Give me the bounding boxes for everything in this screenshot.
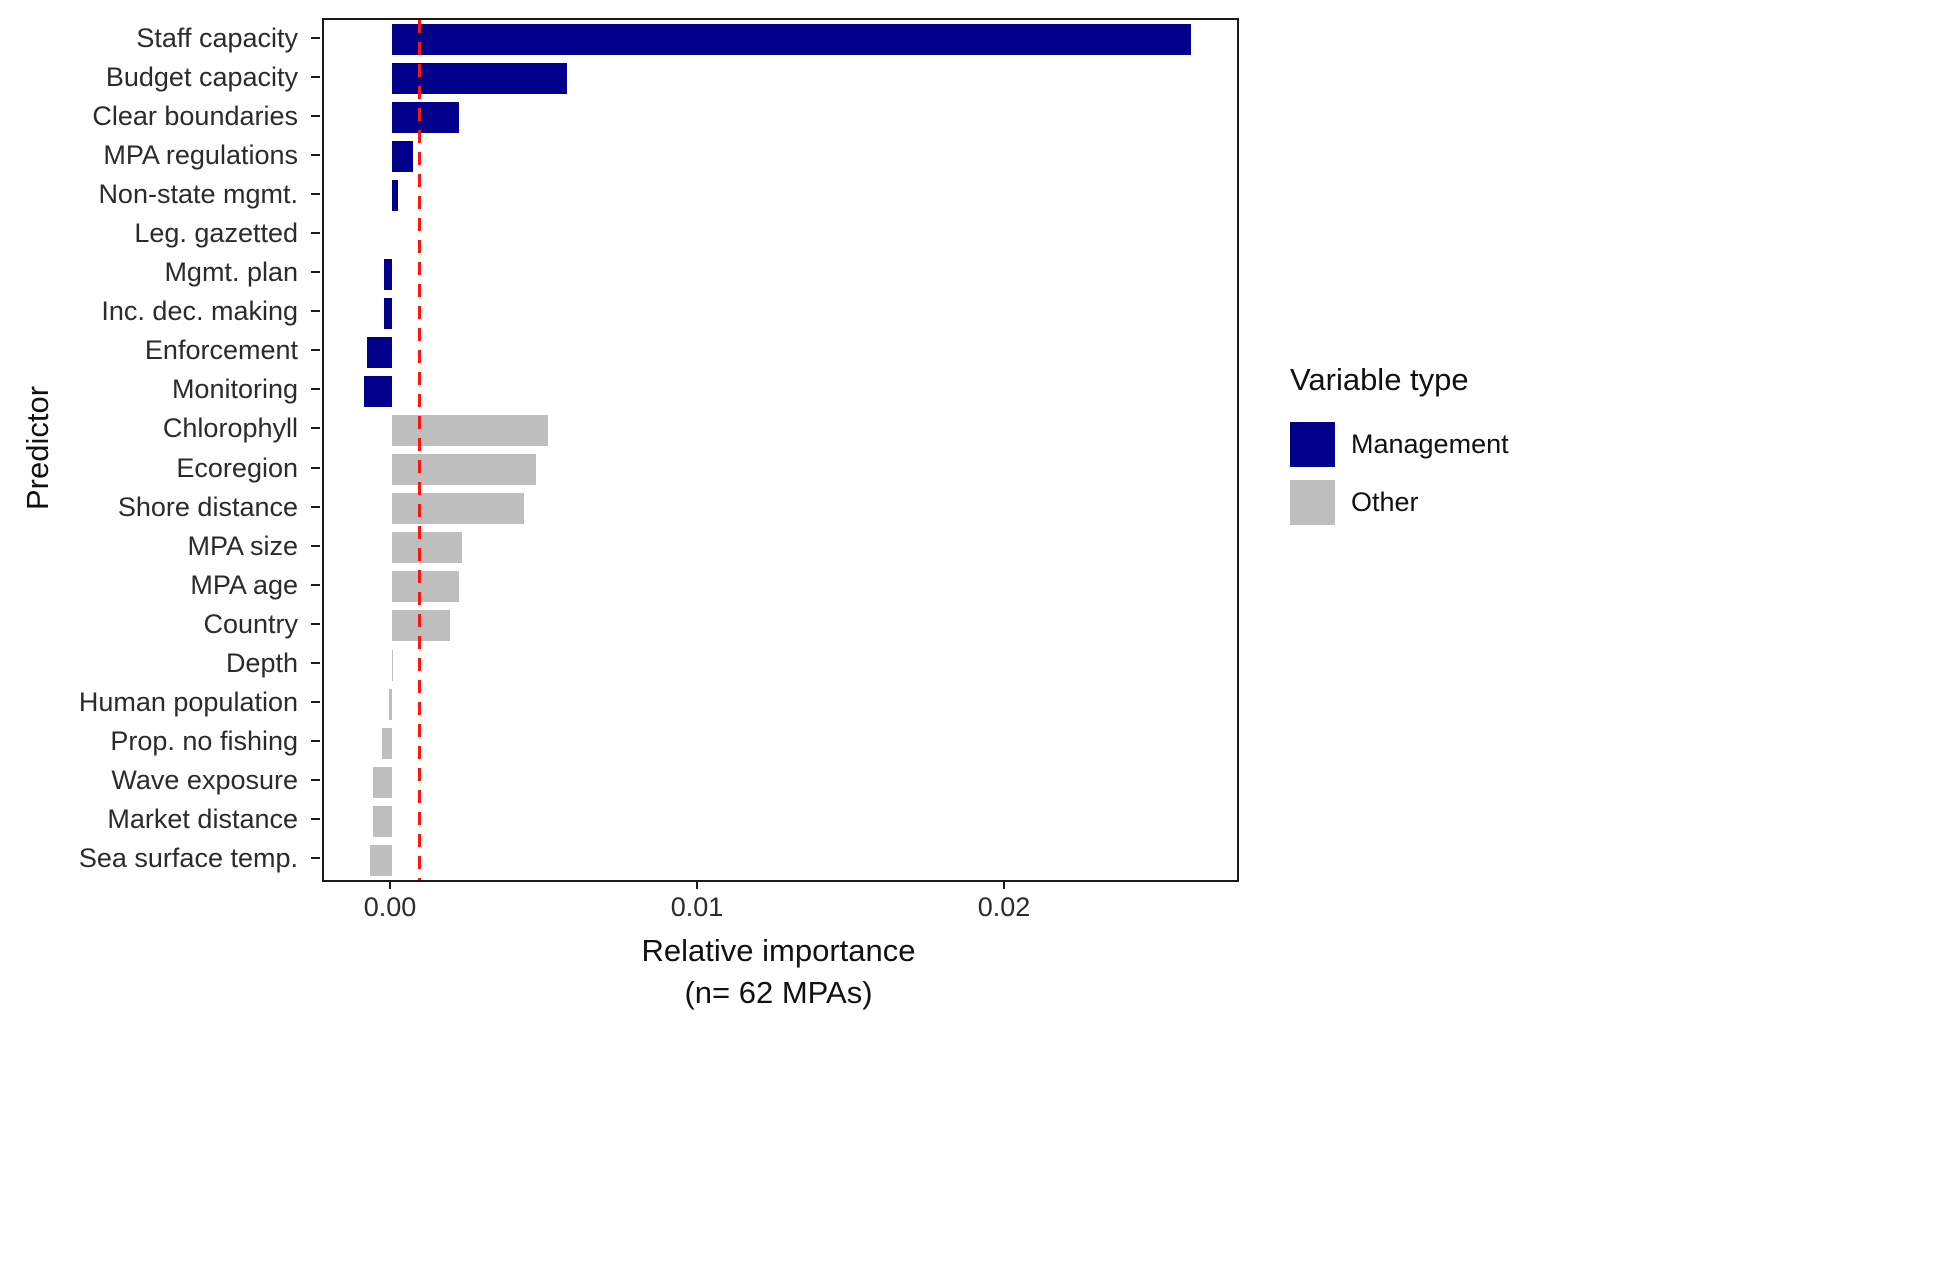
y-tick-label-mgmt-plan: Mgmt. plan [164, 257, 298, 287]
bar-shore-distance [391, 493, 524, 524]
bar-chlorophyll [391, 415, 549, 446]
y-tick-label-staff-capacity: Staff capacity [136, 23, 298, 53]
reference-line [418, 20, 421, 880]
y-tick-mark [311, 271, 320, 273]
y-tick-label-ecoregion: Ecoregion [176, 453, 298, 483]
bar-mpa-age [391, 571, 460, 602]
bar-staff-capacity [391, 24, 1191, 55]
bar-inc-dec-making [383, 298, 392, 329]
legend-label-other: Other [1351, 487, 1419, 517]
y-tick-label-budget-capacity: Budget capacity [105, 62, 298, 92]
y-tick-mark [311, 37, 320, 39]
x-tick-mark [696, 880, 698, 889]
y-tick-label-inc-dec-making: Inc. dec. making [101, 296, 298, 326]
bar-enforcement [367, 337, 392, 368]
bar-mgmt-plan [383, 259, 392, 290]
bar-wave-exposure [373, 767, 392, 798]
y-tick-label-market-distance: Market distance [107, 804, 298, 834]
y-tick-label-mpa-age: MPA age [190, 570, 298, 600]
y-tick-mark [311, 857, 320, 859]
legend: Variable type Management Other [1290, 362, 1509, 538]
y-tick-mark [311, 349, 320, 351]
x-axis: 0.00 0.01 0.02 [322, 880, 1235, 928]
y-tick-mark [311, 701, 320, 703]
y-tick-label-country: Country [203, 609, 298, 639]
bar-ecoregion [391, 454, 537, 485]
legend-item-other: Other [1290, 480, 1509, 525]
y-tick-label-depth: Depth [225, 648, 298, 678]
y-axis: Staff capacity Budget capacity Clear bound… [0, 18, 322, 882]
bar-human-population [388, 689, 392, 720]
y-tick-mark [311, 740, 320, 742]
y-tick-mark [311, 427, 320, 429]
y-tick-label-wave-exposure: Wave exposure [111, 765, 298, 795]
x-tick-label-0.00: 0.00 [363, 892, 417, 922]
y-tick-mark [311, 193, 320, 195]
y-tick-label-mpa-size: MPA size [187, 531, 298, 561]
y-tick-mark [311, 779, 320, 781]
x-tick-label-0.02: 0.02 [977, 892, 1031, 922]
y-tick-label-sea-surface-temp: Sea surface temp. [78, 843, 298, 873]
y-tick-mark [311, 467, 320, 469]
y-tick-mark [311, 310, 320, 312]
bar-mpa-regulations [391, 141, 414, 172]
y-tick-label-clear-boundaries: Clear boundaries [92, 101, 298, 131]
y-tick-label-enforcement: Enforcement [144, 335, 298, 365]
legend-swatch-other [1290, 480, 1335, 525]
bar-monitoring [363, 376, 392, 407]
y-tick-mark [311, 662, 320, 664]
y-tick-mark [311, 388, 320, 390]
y-tick-mark [311, 232, 320, 234]
bar-clear-boundaries [391, 102, 460, 133]
y-tick-mark [311, 545, 320, 547]
y-tick-label-mpa-regulations: MPA regulations [103, 140, 298, 170]
bar-non-state-mgmt [391, 180, 398, 211]
plot-panel [322, 18, 1239, 882]
y-tick-label-non-state-mgmt: Non-state mgmt. [98, 179, 298, 209]
x-axis-title-line2: (n= 62 MPAs) [684, 974, 873, 1010]
bar-market-distance [373, 806, 392, 837]
y-tick-mark [311, 818, 320, 820]
x-axis-title: Relative importance (n= 62 MPAs) [322, 930, 1235, 1014]
x-axis-title-line1: Relative importance [641, 933, 916, 968]
y-tick-label-prop-no-fishing: Prop. no fishing [110, 726, 298, 756]
y-tick-mark [311, 506, 320, 508]
y-tick-mark [311, 623, 320, 625]
y-tick-mark [311, 584, 320, 586]
y-tick-label-leg-gazetted: Leg. gazetted [134, 218, 298, 248]
x-tick-label-0.01: 0.01 [670, 892, 724, 922]
x-tick-mark [1003, 880, 1005, 889]
y-tick-label-human-population: Human population [78, 687, 298, 717]
y-tick-mark [311, 154, 320, 156]
legend-item-management: Management [1290, 422, 1509, 467]
legend-label-management: Management [1351, 429, 1509, 459]
bar-sea-surface-temp [370, 845, 392, 876]
y-tick-label-chlorophyll: Chlorophyll [162, 413, 298, 443]
legend-swatch-management [1290, 422, 1335, 467]
bar-prop-no-fishing [382, 728, 392, 759]
bar-depth [391, 650, 393, 681]
legend-title: Variable type [1290, 362, 1469, 397]
y-tick-mark [311, 115, 320, 117]
bar-mpa-size [391, 532, 463, 563]
y-tick-label-shore-distance: Shore distance [117, 492, 298, 522]
x-tick-mark [389, 880, 391, 889]
y-tick-label-monitoring: Monitoring [171, 374, 298, 404]
y-tick-mark [311, 76, 320, 78]
